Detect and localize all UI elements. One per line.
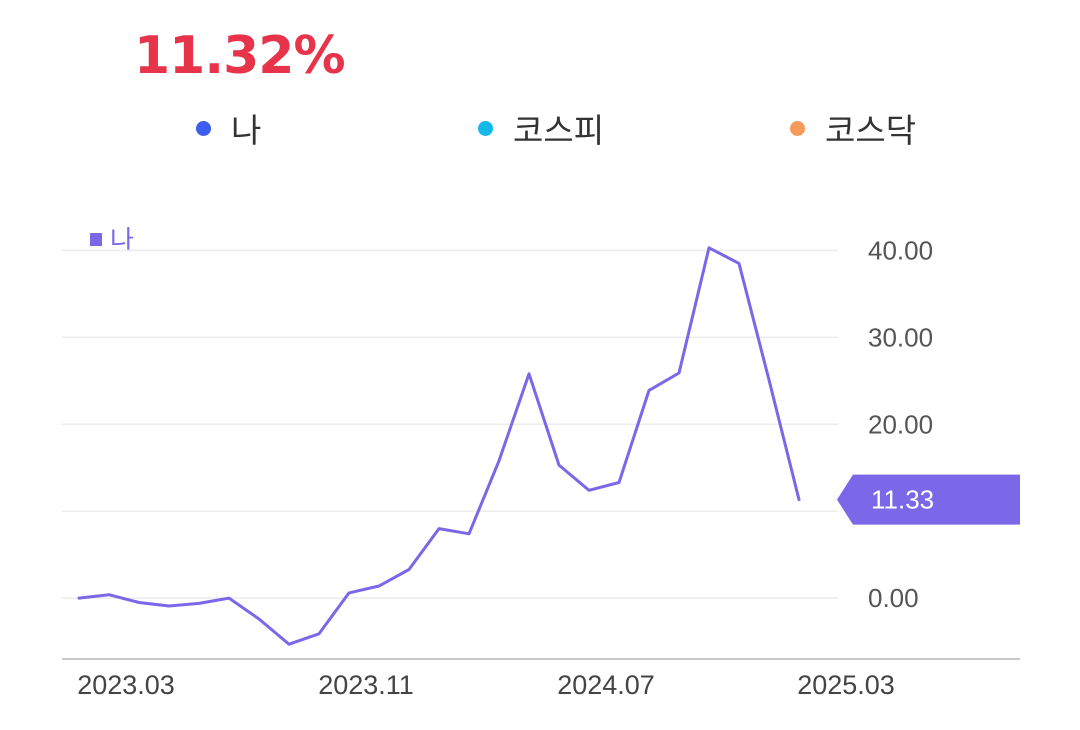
callout-marker — [837, 474, 1020, 525]
series-line — [77, 246, 801, 646]
legend-item-kosdaq[interactable]: 코스닥 — [790, 104, 916, 152]
callout-value: 11.33 — [871, 485, 934, 515]
series-tag-label: 나 — [110, 226, 134, 256]
x-tick-label: 2023.11 — [318, 670, 414, 700]
y-tick-label: 0.00 — [868, 583, 919, 613]
x-tick-label: 2025.03 — [797, 670, 895, 700]
return-headline: 11.32% — [134, 26, 346, 86]
legend-item-kospi[interactable]: 코스피 — [478, 104, 604, 152]
x-tick-label: 2024.07 — [557, 670, 655, 700]
legend-label: 코스피 — [513, 111, 605, 150]
legend-label: 코스닥 — [825, 111, 917, 150]
last-value-callout: 11.33 — [837, 474, 1020, 525]
series-tag-square-icon — [90, 233, 102, 246]
legend-dot-icon — [196, 120, 211, 136]
legend-item-me[interactable]: 나 — [196, 104, 261, 152]
y-tick-label: 40.00 — [868, 235, 933, 265]
x-tick-label: 2023.03 — [77, 670, 175, 700]
legend-dot-icon — [478, 120, 493, 136]
y-tick-label: 20.00 — [868, 409, 933, 439]
legend-dot-icon — [790, 120, 805, 136]
y-tick-label: 30.00 — [868, 322, 933, 352]
chart-legend: 나 코스피 코스닥 — [0, 104, 1080, 154]
legend-label: 나 — [231, 111, 262, 150]
